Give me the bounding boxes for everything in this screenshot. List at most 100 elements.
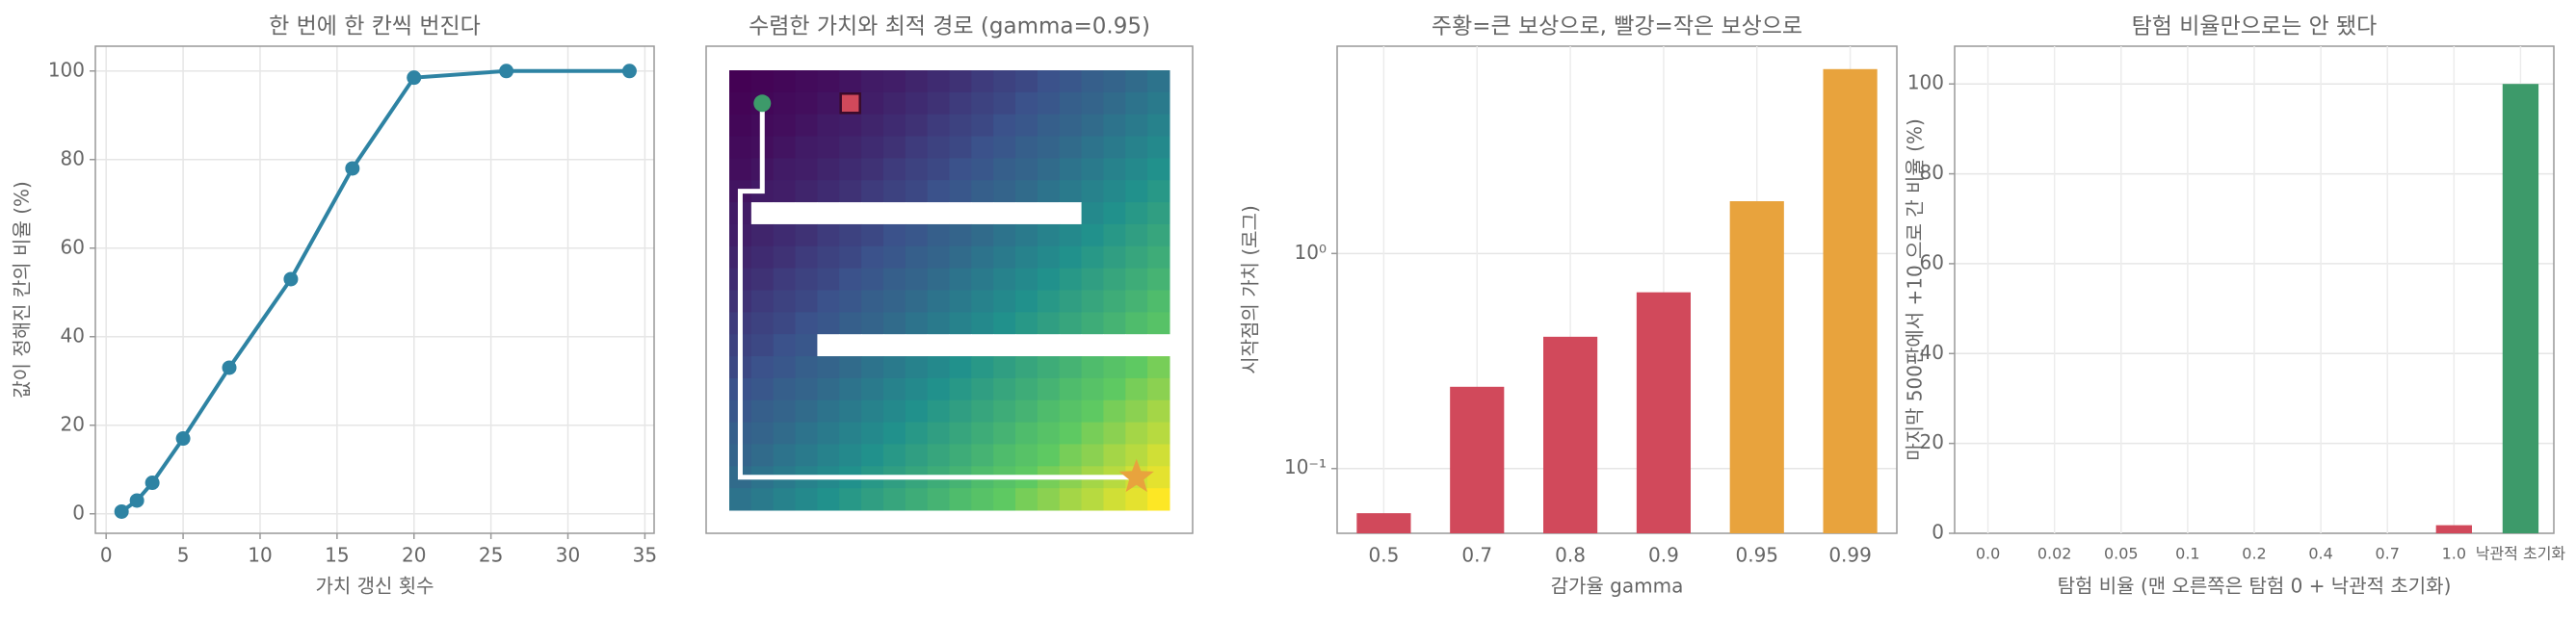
cell (905, 399, 929, 424)
wall (861, 334, 884, 357)
cell (882, 290, 907, 313)
cell (1037, 444, 1061, 467)
cell (861, 377, 884, 401)
cell (750, 356, 775, 379)
cell (882, 488, 907, 511)
cell (1125, 377, 1148, 401)
cell (1037, 268, 1061, 291)
cell (1015, 114, 1038, 138)
cell (905, 158, 929, 181)
cell (839, 114, 862, 138)
cell (1103, 399, 1126, 424)
cell (1081, 488, 1104, 511)
cell (817, 268, 840, 291)
cell (1103, 422, 1126, 445)
cell (927, 114, 950, 138)
cell (750, 399, 775, 424)
cell (949, 399, 972, 424)
cell (1059, 91, 1083, 116)
cell (839, 399, 862, 424)
cell (993, 422, 1016, 445)
cell (993, 70, 1016, 93)
cell (795, 399, 818, 424)
cell (1147, 158, 1170, 181)
cell (773, 180, 797, 203)
cell (1103, 444, 1126, 467)
x-tick-label: 0.8 (1555, 544, 1586, 567)
cell (1125, 488, 1148, 511)
cell (1081, 223, 1104, 247)
cell (927, 223, 950, 247)
cell (993, 223, 1016, 247)
cell (1103, 136, 1126, 159)
cell (1037, 312, 1061, 335)
wall (1147, 334, 1170, 357)
cell (795, 91, 818, 116)
cell (817, 422, 840, 445)
cell (773, 312, 797, 335)
cell (839, 245, 862, 270)
wall (1015, 334, 1038, 357)
cell (949, 114, 972, 138)
cell (949, 356, 972, 379)
cell (1015, 356, 1038, 379)
cell (971, 136, 994, 159)
cell (1125, 223, 1148, 247)
cell (795, 70, 818, 93)
cell (795, 268, 818, 291)
cell (1015, 70, 1038, 93)
cell (839, 290, 862, 313)
cell (971, 245, 994, 270)
cell (905, 223, 929, 247)
plot-frame (1336, 45, 1898, 534)
cell (1037, 245, 1061, 270)
cell (927, 399, 950, 424)
x-tick-label: 0.9 (1648, 544, 1679, 567)
wall (927, 202, 950, 225)
cell (1125, 399, 1148, 424)
x-tick-label: 0.7 (1461, 544, 1492, 567)
bar (1729, 201, 1784, 533)
cell (1059, 223, 1083, 247)
cell (773, 488, 797, 511)
cell (1147, 180, 1170, 203)
cell (1147, 202, 1170, 225)
cell (949, 268, 972, 291)
cell (971, 444, 994, 467)
cell (773, 290, 797, 313)
cell (750, 245, 775, 270)
cell (971, 268, 994, 291)
cell (1147, 91, 1170, 116)
point (407, 70, 422, 86)
cell (1059, 245, 1083, 270)
x-tick-label: 0.0 (1976, 545, 2000, 563)
cell (861, 444, 884, 467)
cell (750, 422, 775, 445)
x-tick-label: 10 (248, 544, 272, 567)
cell (1103, 91, 1126, 116)
cell (993, 114, 1016, 138)
y-tick-label: 60 (61, 235, 85, 258)
cell (1125, 312, 1148, 335)
point (283, 271, 299, 287)
cell (795, 334, 818, 357)
cell (839, 356, 862, 379)
x-tick-label: 0.99 (1828, 544, 1872, 567)
cell (993, 268, 1016, 291)
cell (882, 158, 907, 181)
y-tick-label: 40 (61, 323, 85, 347)
x-tick-label: 20 (402, 544, 426, 567)
cell (993, 136, 1016, 159)
cell (861, 158, 884, 181)
cell (993, 290, 1016, 313)
cell (1015, 312, 1038, 335)
cell (795, 422, 818, 445)
cell (1103, 180, 1126, 203)
cell (993, 488, 1016, 511)
cell (861, 422, 884, 445)
cell (1037, 136, 1061, 159)
cell (861, 114, 884, 138)
wall (905, 202, 929, 225)
cell (773, 223, 797, 247)
wall (1037, 202, 1061, 225)
